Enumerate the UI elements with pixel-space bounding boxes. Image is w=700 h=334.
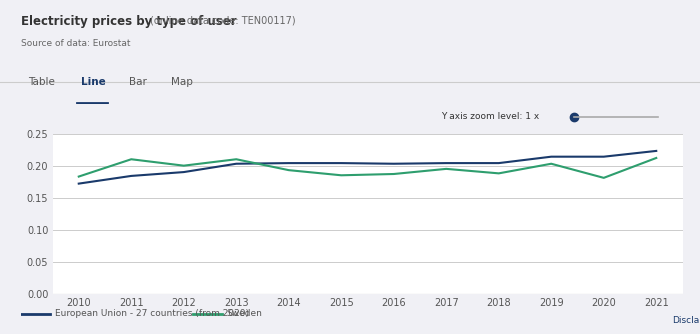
Text: Sweden: Sweden bbox=[227, 310, 262, 318]
Text: Line: Line bbox=[80, 77, 105, 87]
Text: (online data code: TEN00117): (online data code: TEN00117) bbox=[150, 15, 296, 25]
Text: European Union - 27 countries (from 2020): European Union - 27 countries (from 2020… bbox=[55, 310, 249, 318]
Text: Electricity prices by type of user: Electricity prices by type of user bbox=[21, 15, 237, 28]
Text: Y axis zoom level: 1 x: Y axis zoom level: 1 x bbox=[441, 113, 539, 121]
Text: Bar: Bar bbox=[130, 77, 148, 87]
Text: Disclaimer: Disclaimer bbox=[672, 316, 700, 325]
Text: Map: Map bbox=[172, 77, 193, 87]
Text: Source of data: Eurostat: Source of data: Eurostat bbox=[21, 39, 130, 48]
Text: Table: Table bbox=[28, 77, 55, 87]
